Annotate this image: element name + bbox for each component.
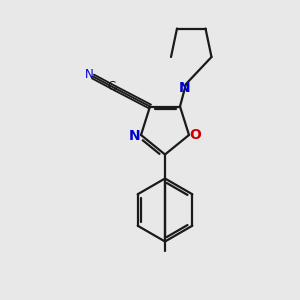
Text: O: O: [190, 128, 202, 142]
Text: N: N: [85, 68, 94, 82]
Text: N: N: [129, 130, 140, 143]
Text: N: N: [179, 82, 190, 95]
Text: C: C: [108, 80, 116, 94]
